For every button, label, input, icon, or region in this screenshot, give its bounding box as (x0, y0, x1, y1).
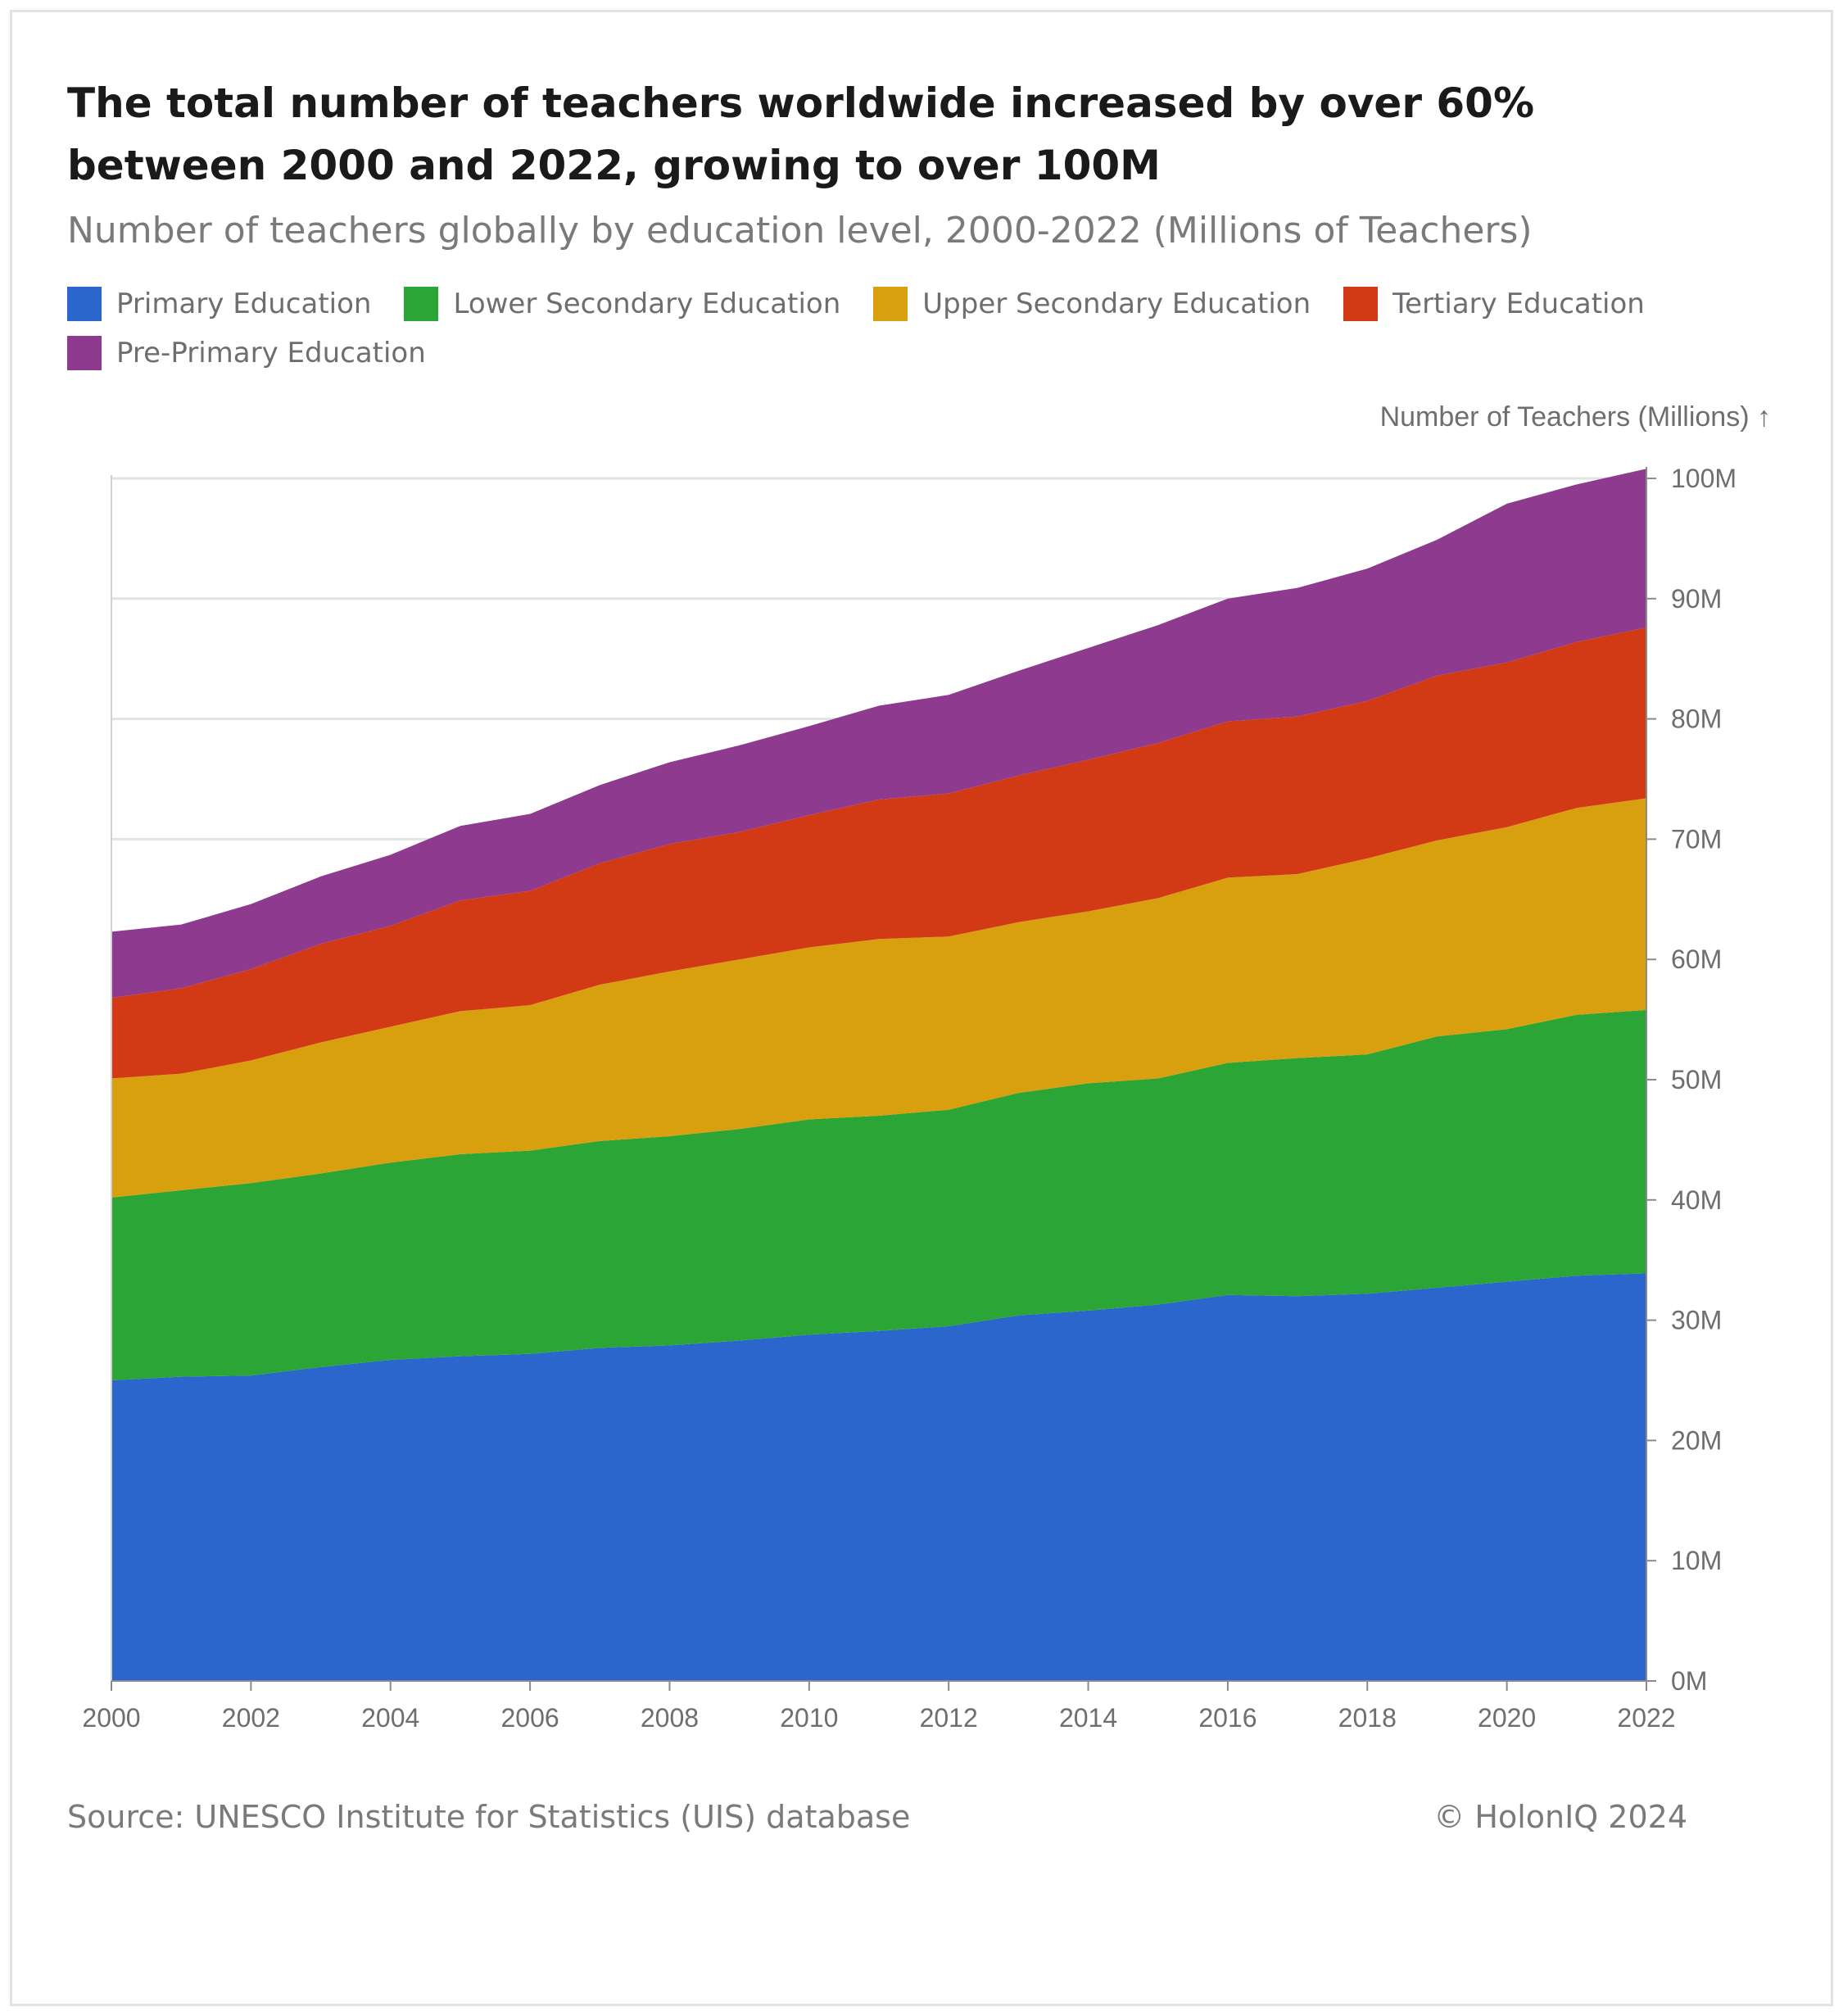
y-tick-label: 30M (1671, 1306, 1722, 1335)
legend-item-tertiary[interactable]: Tertiary Education (1343, 287, 1645, 321)
axes: 0M 10M 20M 30M 40M 50M 60M 70M 80M 90M 100M 2000 200… (82, 464, 1737, 1733)
legend-swatch-pre-primary (67, 336, 102, 370)
area-lower-secondary-education[interactable] (111, 1009, 1646, 1380)
legend-label-pre-primary: Pre-Primary Education (116, 337, 426, 369)
x-tick-label: 2016 (1198, 1703, 1257, 1733)
legend-item-upper-secondary[interactable]: Upper Secondary Education (873, 287, 1311, 321)
x-tick-label: 2008 (641, 1703, 699, 1733)
x-tick-label: 2002 (222, 1703, 280, 1733)
x-tick-label: 2012 (920, 1703, 978, 1733)
area-pre-primary-education[interactable] (111, 469, 1646, 999)
chart-subtitle: Number of teachers globally by education… (67, 210, 1533, 251)
legend-item-pre-primary[interactable]: Pre-Primary Education (67, 336, 426, 370)
legend-label-upper-secondary: Upper Secondary Education (922, 288, 1311, 320)
x-tick-label: 2004 (361, 1703, 419, 1733)
y-axis-title: Number of Teachers (Millions) ↑ (1380, 401, 1771, 433)
x-tick-label: 2014 (1059, 1703, 1117, 1733)
y-tick-label: 100M (1671, 464, 1737, 493)
chart-title: The total number of teachers worldwide i… (67, 79, 1535, 189)
legend-item-lower-secondary[interactable]: Lower Secondary Education (404, 287, 840, 321)
legend-swatch-upper-secondary (873, 287, 908, 321)
y-tick-label: 60M (1671, 945, 1722, 974)
y-tick-label: 80M (1671, 704, 1722, 734)
y-tick-label: 40M (1671, 1185, 1722, 1215)
x-tick-label: 2010 (780, 1703, 838, 1733)
chart-legend: Primary Education Lower Secondary Educat… (67, 287, 1664, 370)
area-upper-secondary-education[interactable] (111, 798, 1646, 1198)
x-tick-label: 2022 (1617, 1703, 1675, 1733)
x-tick-label: 2020 (1478, 1703, 1536, 1733)
legend-swatch-primary (67, 287, 102, 321)
y-tick-label: 10M (1671, 1546, 1722, 1575)
area-series (111, 469, 1646, 1681)
y-tick-label: 0M (1671, 1666, 1707, 1696)
area-tertiary-education[interactable] (111, 627, 1646, 1079)
legend-item-primary[interactable]: Primary Education (67, 287, 371, 321)
x-tick-label: 2000 (82, 1703, 140, 1733)
x-tick-label: 2018 (1338, 1703, 1397, 1733)
legend-swatch-tertiary (1343, 287, 1379, 321)
copyright-note: © HolonIQ 2024 (1433, 1799, 1687, 1835)
y-tick-label: 90M (1671, 584, 1722, 614)
legend-label-primary: Primary Education (116, 288, 372, 320)
legend-label-lower-secondary: Lower Secondary Education (453, 288, 841, 320)
source-note: Source: UNESCO Institute for Statistics … (67, 1799, 911, 1835)
legend-label-tertiary: Tertiary Education (1392, 288, 1645, 320)
y-tick-label: 50M (1671, 1065, 1722, 1094)
area-primary-education[interactable] (111, 1273, 1646, 1681)
x-tick-label: 2006 (500, 1703, 559, 1733)
y-tick-label: 70M (1671, 824, 1722, 854)
y-tick-label: 20M (1671, 1425, 1722, 1455)
legend-swatch-lower-secondary (404, 287, 439, 321)
